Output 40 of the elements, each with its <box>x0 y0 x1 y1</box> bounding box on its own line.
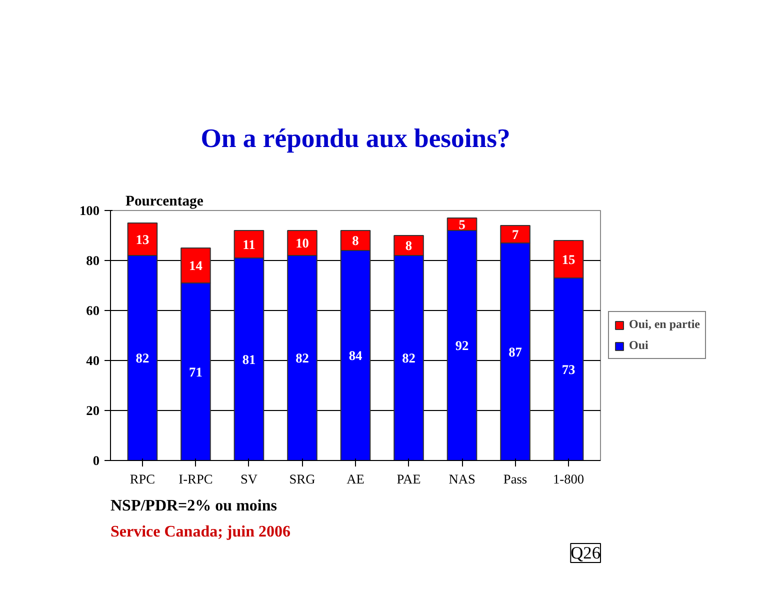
data-label: 7 <box>512 226 519 242</box>
data-label: 82 <box>402 350 416 366</box>
y-tick-label: 100 <box>80 203 100 218</box>
data-label: 82 <box>296 350 310 366</box>
legend-label: Oui <box>629 338 648 353</box>
y-tick-label: 80 <box>86 253 100 268</box>
data-label: 81 <box>242 352 256 367</box>
data-label: 5 <box>458 216 466 232</box>
x-tick-label: SV <box>240 472 258 486</box>
x-tick-label: SRG <box>289 472 316 486</box>
x-tick-label: PAE <box>396 472 421 486</box>
y-tick-label: 0 <box>92 453 100 468</box>
data-label: 71 <box>189 364 202 380</box>
data-label: 87 <box>508 344 522 360</box>
data-label: 73 <box>562 362 576 377</box>
x-tick-label: Pass <box>503 472 528 486</box>
data-label: 8 <box>352 233 360 248</box>
legend-label: Oui, en partie <box>629 317 700 332</box>
y-axis-title: Pourcentage <box>126 194 204 210</box>
data-label: 13 <box>136 232 150 247</box>
x-tick-label: NAS <box>448 472 476 486</box>
y-tick-label: 20 <box>86 403 100 418</box>
x-tick-label: AE <box>346 472 364 486</box>
data-label: 15 <box>562 252 576 267</box>
data-label: 14 <box>189 258 203 273</box>
x-tick-label: 1-800 <box>552 472 584 486</box>
text: NSP/PDR=2% ou moins <box>110 498 277 514</box>
text: Service Canada; juin 2006 <box>110 524 290 540</box>
x-tick-label: RPC <box>130 472 156 486</box>
data-label: 82 <box>136 350 150 366</box>
data-label: 92 <box>455 338 470 353</box>
data-label: 11 <box>242 236 256 252</box>
text: Q26 <box>570 544 601 562</box>
y-tick-label: 40 <box>86 353 100 368</box>
data-label: 10 <box>296 236 310 250</box>
y-tick-label: 60 <box>86 303 100 318</box>
chart-title: On a répondu aux besoins? <box>200 123 510 153</box>
x-tick-label: I-RPC <box>178 472 213 486</box>
data-label: 84 <box>348 348 362 363</box>
data-label: 8 <box>405 238 412 253</box>
